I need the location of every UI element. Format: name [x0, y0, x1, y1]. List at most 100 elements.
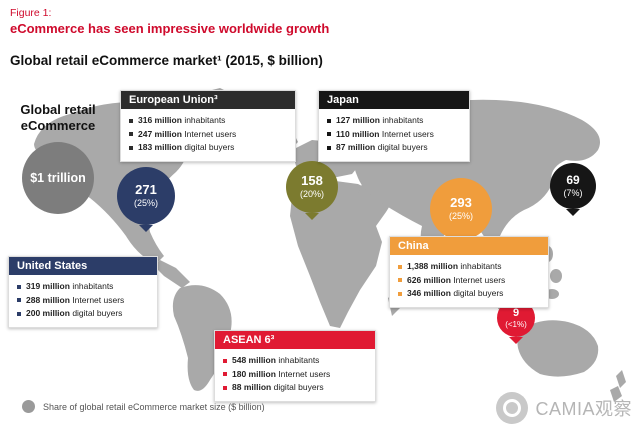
stat-text: 88 million digital buyers: [232, 381, 324, 395]
stat-value: 319 million: [26, 281, 70, 291]
bubble-value: 271: [135, 182, 157, 198]
bubble-european-union: 158 (20%): [286, 161, 338, 213]
stat-text: 127 million inhabitants: [336, 114, 423, 128]
camia-logo-icon: [496, 392, 529, 424]
callout-header: China: [390, 237, 548, 255]
bullet-icon: [223, 385, 227, 390]
stat-label: inhabitants: [382, 115, 424, 125]
stat-label: Internet users: [72, 294, 125, 305]
stat-text: 1,388 million inhabitants: [407, 260, 502, 274]
stat-label: digital buyers: [184, 142, 235, 153]
stat-value: 1,388 million: [407, 261, 459, 271]
stat-value: 200 million: [26, 308, 70, 319]
stat-label: inhabitants: [184, 115, 226, 125]
bubble-value: 158: [301, 173, 323, 189]
bubble-united-states: 271 (25%): [117, 167, 175, 225]
bullet-icon: [327, 132, 331, 137]
bullet-icon: [223, 358, 227, 363]
stat-label: inhabitants: [460, 261, 502, 271]
stat-row: 316 million inhabitants: [129, 114, 287, 128]
stat-row: 180 million Internet users: [223, 368, 367, 382]
bullet-icon: [17, 311, 21, 316]
stat-value: 626 million: [407, 274, 451, 285]
callout-header: European Union³: [121, 91, 295, 109]
bullet-icon: [129, 118, 133, 123]
stat-value: 247 million: [138, 128, 182, 139]
bullet-icon: [398, 291, 402, 296]
bubble-global-total: $1 trillion: [22, 142, 94, 214]
stat-text: 247 million Internet users: [138, 128, 236, 142]
stat-label: Internet users: [278, 368, 331, 379]
stat-text: 346 million digital buyers: [407, 287, 503, 301]
chart-title: Global retail eCommerce market¹ (2015, $…: [10, 53, 323, 68]
stat-value: 180 million: [232, 368, 276, 379]
stat-text: 319 million inhabitants: [26, 280, 113, 294]
stat-label: inhabitants: [72, 281, 114, 291]
stat-label: digital buyers: [273, 382, 324, 393]
stat-value: 87 million: [336, 142, 376, 153]
stat-text: 316 million inhabitants: [138, 114, 225, 128]
bullet-icon: [327, 118, 331, 123]
stat-row: 1,388 million inhabitants: [398, 260, 540, 274]
stat-row: 247 million Internet users: [129, 128, 287, 142]
stat-label: Internet users: [453, 274, 506, 285]
bullet-icon: [398, 264, 402, 269]
legend: Share of global retail eCommerce market …: [22, 400, 265, 413]
callout-body: 319 million inhabitants 288 million Inte…: [9, 275, 157, 327]
bubble-value: $1 trillion: [30, 170, 86, 185]
callout-japan: Japan 127 million inhabitants 110 millio…: [318, 90, 470, 162]
callout-asean: ASEAN 6³ 548 million inhabitants 180 mil…: [214, 330, 376, 402]
callout-european-union: European Union³ 316 million inhabitants …: [120, 90, 296, 162]
stat-row: 319 million inhabitants: [17, 280, 149, 294]
stat-value: 316 million: [138, 115, 182, 125]
stat-label: digital buyers: [453, 288, 504, 299]
stat-text: 548 million inhabitants: [232, 354, 319, 368]
stat-label: digital buyers: [72, 308, 123, 319]
stat-value: 548 million: [232, 355, 276, 365]
callout-body: 127 million inhabitants 110 million Inte…: [319, 109, 469, 161]
map-central-america: [154, 260, 190, 288]
bullet-icon: [223, 372, 227, 377]
stat-row: 200 million digital buyers: [17, 307, 149, 321]
callout-body: 1,388 million inhabitants 626 million In…: [390, 255, 548, 307]
stat-row: 626 million Internet users: [398, 274, 540, 288]
stat-row: 346 million digital buyers: [398, 287, 540, 301]
watermark-text: CAMIA观察: [535, 399, 632, 419]
bubble-china: 293 (25%): [430, 178, 492, 240]
bubble-value: 9: [512, 307, 520, 320]
bubble-share: (25%): [448, 211, 473, 222]
stat-text: 288 million Internet users: [26, 294, 124, 308]
stat-row: 288 million Internet users: [17, 294, 149, 308]
stat-row: 87 million digital buyers: [327, 141, 461, 155]
bubble-value: 69: [566, 172, 580, 187]
global-ecommerce-label: Global retail eCommerce: [20, 102, 96, 134]
figure-headline: eCommerce has seen impressive worldwide …: [10, 21, 330, 36]
stat-value: 127 million: [336, 115, 380, 125]
stat-text: 200 million digital buyers: [26, 307, 122, 321]
callout-header: Japan: [319, 91, 469, 109]
callout-body: 548 million inhabitants 180 million Inte…: [215, 349, 375, 401]
bullet-icon: [17, 298, 21, 303]
bubble-share: (25%): [133, 198, 158, 209]
bubble-value: 293: [450, 195, 472, 211]
stat-row: 183 million digital buyers: [129, 141, 287, 155]
figure-label: Figure 1:: [10, 7, 52, 19]
map-australia: [517, 320, 599, 377]
stat-value: 288 million: [26, 294, 70, 305]
stat-label: Internet users: [381, 128, 434, 139]
stat-label: inhabitants: [278, 355, 320, 365]
stat-value: 183 million: [138, 142, 182, 153]
stat-value: 346 million: [407, 288, 451, 299]
bullet-icon: [398, 278, 402, 283]
bubble-japan: 69 (7%): [550, 163, 596, 209]
map-new-zealand: [610, 370, 626, 402]
stat-text: 110 million Internet users: [336, 128, 434, 142]
stat-text: 87 million digital buyers: [336, 141, 428, 155]
stat-row: 110 million Internet users: [327, 128, 461, 142]
watermark: CAMIA观察: [496, 392, 632, 424]
bullet-icon: [129, 145, 133, 150]
stat-value: 88 million: [232, 382, 272, 393]
bullet-icon: [17, 284, 21, 289]
callout-header: United States: [9, 257, 157, 275]
